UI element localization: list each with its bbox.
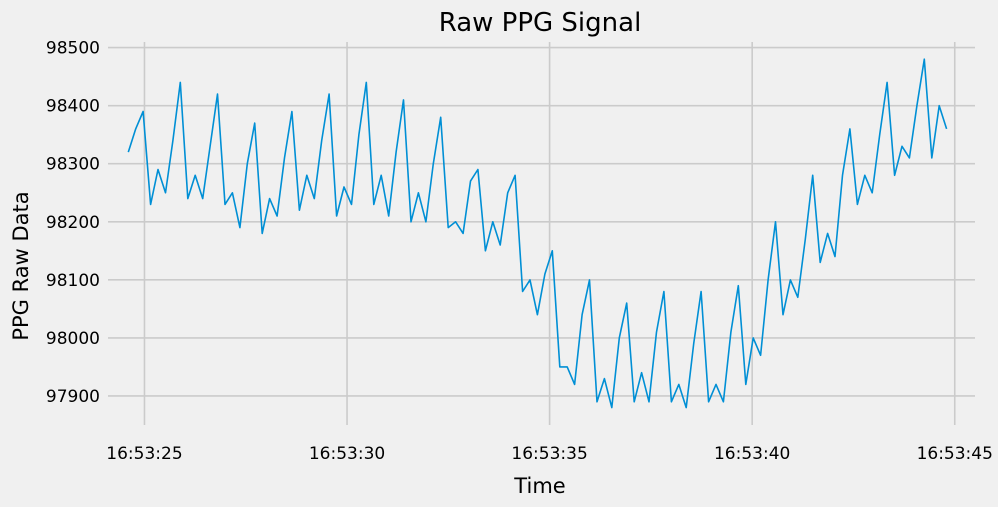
x-tick-label: 16:53:40 [714,444,790,464]
series-layer [127,58,948,409]
y-tick-label: 97900 [46,387,100,407]
tick-labels: 97900 98000 98100 98200 98300 98400 98500 16:53… [46,39,993,464]
x-axis-label: Time [513,474,565,498]
y-tick-label: 98100 [46,271,100,291]
ppg-series-line [127,58,948,409]
x-tick-label: 16:53:35 [511,444,587,464]
y-tick-label: 98300 [46,155,100,175]
y-axis-label: PPG Raw Data [9,191,33,340]
x-tick-label: 16:53:30 [309,444,385,464]
chart-title: Raw PPG Signal [439,8,642,38]
y-tick-label: 98200 [46,213,100,233]
y-tick-label: 98000 [46,329,100,349]
y-tick-label: 98500 [46,39,100,59]
y-tick-label: 98400 [46,97,100,117]
x-tick-label: 16:53:45 [917,444,993,464]
x-tick-label: 16:53:25 [106,444,182,464]
grid-lines [108,42,975,425]
